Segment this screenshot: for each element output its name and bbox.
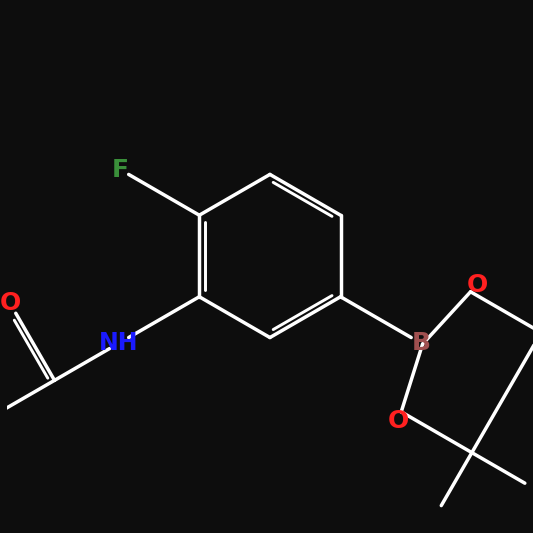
Text: F: F (112, 158, 129, 182)
Text: O: O (467, 273, 488, 297)
Text: O: O (0, 291, 21, 315)
Text: NH: NH (99, 332, 139, 356)
Text: B: B (411, 332, 431, 356)
Text: O: O (388, 409, 409, 433)
